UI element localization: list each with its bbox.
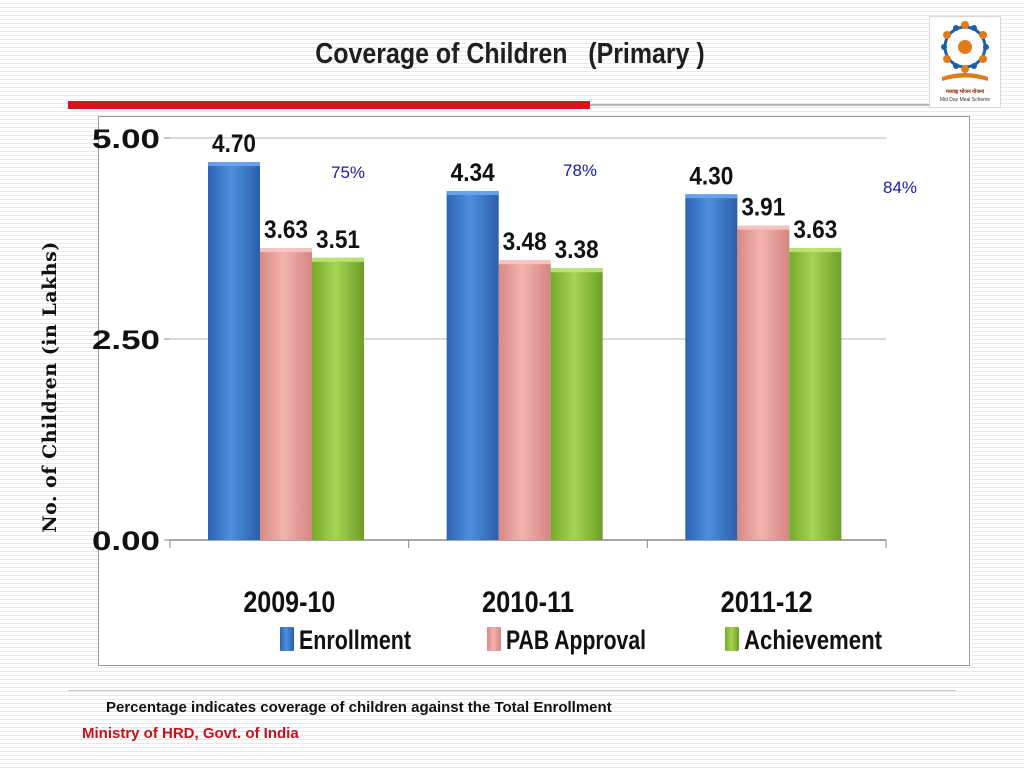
coverage-percent: 84% xyxy=(883,178,917,197)
bar-highlight xyxy=(550,268,603,273)
legend-swatch xyxy=(280,627,294,651)
coverage-percent: 75% xyxy=(331,163,365,182)
bar-highlight xyxy=(498,260,551,265)
page-title: Coverage of Children (Primary ) xyxy=(315,38,705,70)
bar-enrollment xyxy=(446,191,499,540)
logo-caption-hindi: मध्याह्न भोजन योजना xyxy=(945,89,985,95)
data-label: 3.91 xyxy=(741,194,785,222)
x-tick-label: 2009-10 xyxy=(243,586,335,619)
y-tick-label: 0.00 xyxy=(92,526,160,556)
bar-highlight xyxy=(260,248,312,253)
x-tick-label: 2011-12 xyxy=(721,586,813,619)
bar-pab-approval xyxy=(498,260,551,540)
y-tick-label: 5.00 xyxy=(92,124,160,154)
bar-highlight xyxy=(446,191,499,196)
footer-divider xyxy=(68,690,956,691)
bar-achievement xyxy=(789,248,842,540)
bar-achievement xyxy=(550,268,603,540)
chart-footnote: Percentage indicates coverage of childre… xyxy=(106,699,612,716)
legend-swatch xyxy=(487,627,501,651)
y-tick-label: 2.50 xyxy=(92,325,160,355)
bar-enrollment xyxy=(208,162,260,540)
data-label: 4.30 xyxy=(689,162,733,190)
x-tick-label: 2010-11 xyxy=(482,586,574,619)
bar-enrollment xyxy=(685,194,738,540)
legend-label: PAB Approval xyxy=(506,625,646,655)
source-credit: Ministry of HRD, Govt. of India xyxy=(82,725,299,742)
legend-label: Enrollment xyxy=(299,625,411,655)
coverage-percent: 78% xyxy=(563,161,597,180)
bar-highlight xyxy=(685,194,738,199)
title-divider-gray xyxy=(590,104,956,106)
bar-achievement xyxy=(312,257,364,540)
data-label: 4.70 xyxy=(212,130,256,158)
mid-day-meal-logo-icon xyxy=(941,21,989,81)
title-divider-red xyxy=(68,101,590,109)
data-label: 3.38 xyxy=(555,236,599,264)
bar-pab-approval xyxy=(260,248,312,540)
data-label: 4.34 xyxy=(451,159,495,187)
mid-day-meal-logo: मध्याह्न भोजन योजना Mid Day Meal Scheme xyxy=(929,16,1001,108)
legend-swatch xyxy=(725,627,739,651)
data-label: 3.63 xyxy=(264,216,308,244)
bar-highlight xyxy=(789,248,842,253)
bar-highlight xyxy=(737,225,790,230)
bar-highlight xyxy=(208,162,260,167)
data-label: 3.63 xyxy=(793,216,837,244)
data-label: 3.51 xyxy=(316,226,360,254)
logo-caption-english: Mid Day Meal Scheme xyxy=(939,97,991,103)
bar-pab-approval xyxy=(737,225,790,541)
bar-highlight xyxy=(312,257,364,262)
data-label: 3.48 xyxy=(503,228,547,256)
legend-label: Achievement xyxy=(744,625,882,655)
